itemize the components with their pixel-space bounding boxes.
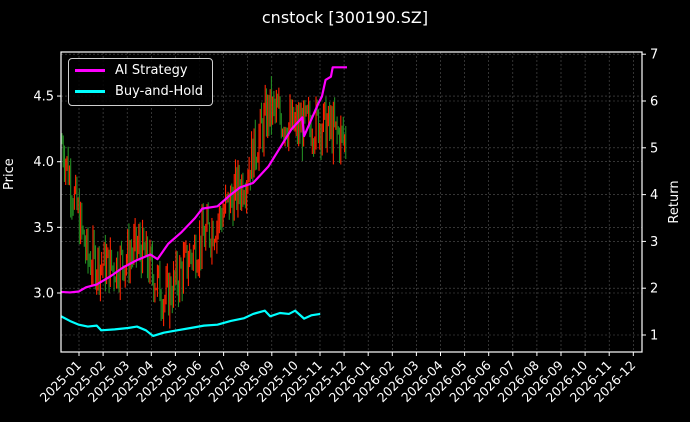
buy-and-hold-swatch-icon [75,90,105,93]
y-axis-label-right: Return [667,180,682,223]
legend-item-buy-and-hold: Buy-and-Hold [75,84,203,99]
svg-text:1: 1 [650,329,658,344]
axes-frame [60,51,643,353]
chart-title: cnstock [300190.SZ] [261,8,429,27]
svg-text:2: 2 [650,282,658,297]
left-axis-ticks: 3.0 3.5 4.0 4.5 [33,90,61,302]
svg-text:6: 6 [650,95,658,110]
legend-item-ai-strategy: AI Strategy [75,63,188,78]
ai-strategy-swatch-icon [75,69,105,72]
x-axis-ticks: 2025-012025-022025-032025-042025-052025-… [37,352,638,405]
svg-text:3.5: 3.5 [33,221,54,236]
svg-text:3.0: 3.0 [33,287,54,302]
grid-lines [61,52,642,352]
svg-text:4.0: 4.0 [33,155,54,170]
svg-text:7: 7 [650,48,658,63]
svg-text:3: 3 [650,235,658,250]
buy-and-hold-line [60,309,321,338]
svg-text:4: 4 [650,188,658,203]
legend-label: AI Strategy [115,63,188,78]
svg-text:4.5: 4.5 [33,90,54,105]
legend: AI Strategy Buy-and-Hold [68,58,213,106]
legend-label: Buy-and-Hold [115,84,204,99]
price-candles [61,76,347,329]
svg-text:5: 5 [650,141,658,156]
right-axis-ticks: 1 2 3 4 5 6 7 [642,48,658,344]
ai-strategy-line [60,66,347,294]
